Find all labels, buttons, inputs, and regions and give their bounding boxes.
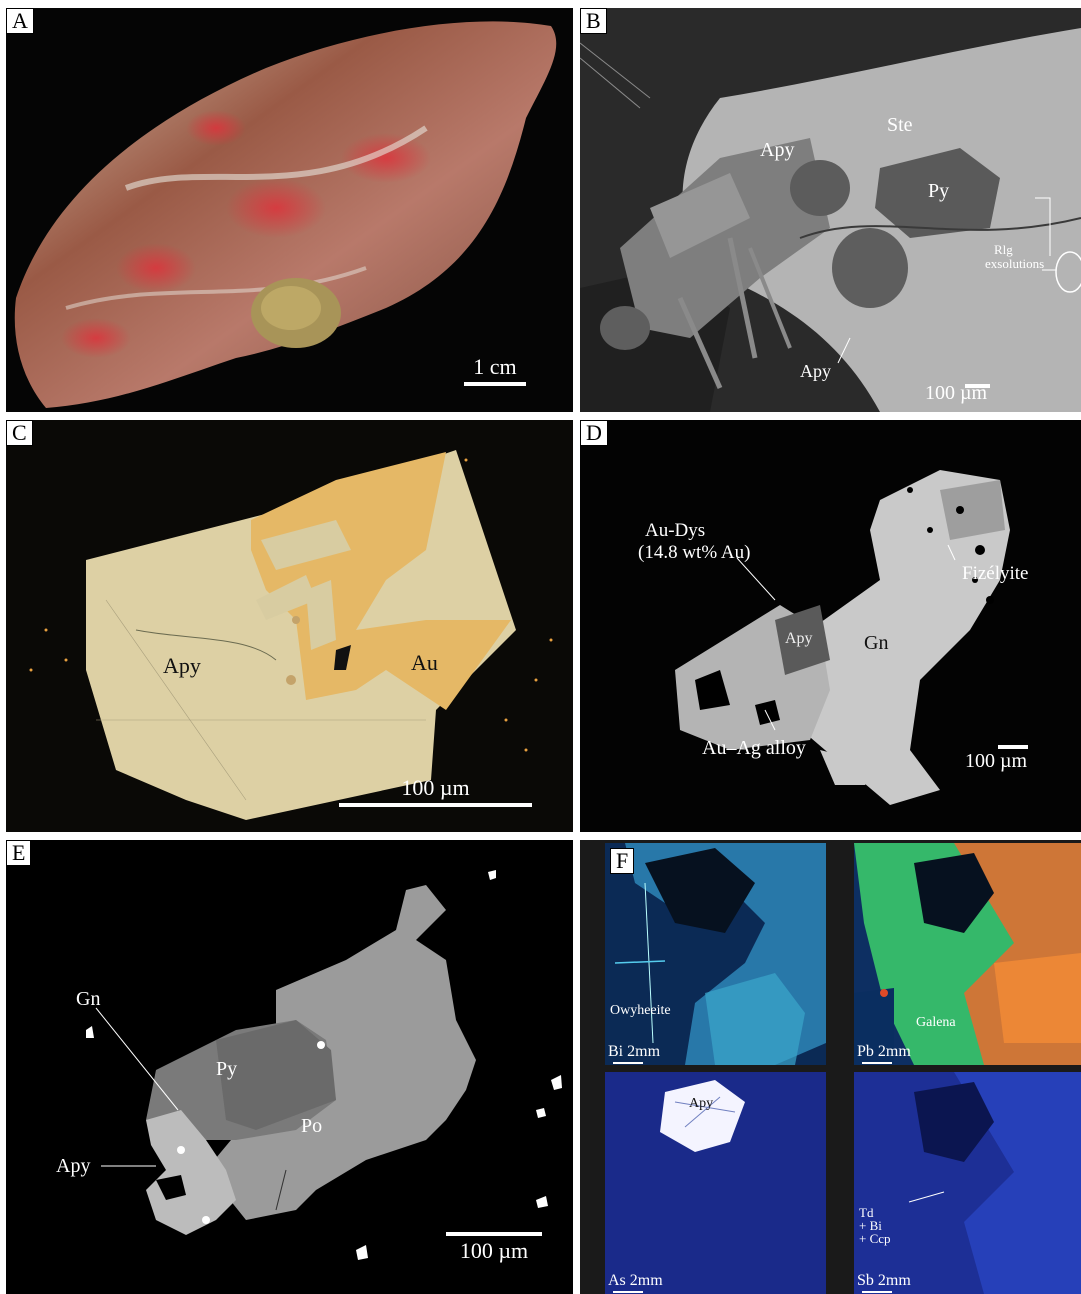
sb-map-label: Sb 2mm xyxy=(857,1272,911,1289)
element-map-sb: Td + Bi + Ccp Sb 2mm xyxy=(854,1072,1081,1294)
element-map-pb: Galena Pb 2mm xyxy=(854,843,1081,1065)
pb-scale-line xyxy=(862,1062,892,1064)
scale-bar-c: 100 µm xyxy=(339,775,532,807)
bse-image-e xyxy=(86,870,562,1260)
panel-label-e: E xyxy=(6,840,32,866)
scale-bar-a: 1 cm xyxy=(464,354,526,386)
scale-bar-e: 100 µm xyxy=(446,1232,542,1264)
panel-label-a: A xyxy=(6,8,34,34)
au-ag-alloy-label: Au–Ag alloy xyxy=(702,737,806,759)
as-scale-line xyxy=(613,1291,643,1293)
scale-label-e: 100 µm xyxy=(459,1238,529,1263)
element-map-bi: Owyheeite Bi 2mm xyxy=(605,843,826,1065)
panel-e: E Gn Py Po Apy 100 µm xyxy=(6,840,573,1294)
panel-label-d: D xyxy=(580,420,608,446)
mineral-label-apy-bottom: Apy xyxy=(800,361,831,381)
mineral-label-po-e: Po xyxy=(301,1115,323,1137)
ccp-plus-label: + Ccp xyxy=(859,1231,891,1246)
apy-label-d: Apy xyxy=(785,630,813,647)
gn-label-d: Gn xyxy=(864,632,889,654)
sb-scale-line xyxy=(862,1291,892,1293)
panel-f: F Owyheeite Bi 2mm Galena Pb 2mm xyxy=(580,840,1081,1294)
scale-label-c: 100 µm xyxy=(401,775,470,800)
bi-scale-line xyxy=(613,1062,643,1064)
scale-line-a xyxy=(464,382,526,386)
bse-image-b xyxy=(580,28,1081,412)
galena-label: Galena xyxy=(916,1015,956,1030)
mineral-label-apy-e: Apy xyxy=(56,1155,91,1177)
as-map-image xyxy=(605,1072,826,1294)
exsolutions-label: exsolutions xyxy=(985,256,1045,271)
panel-label-b: B xyxy=(580,8,607,34)
scale-label-b: 100 µm xyxy=(925,382,988,404)
bse-image-d xyxy=(675,470,1028,805)
bi-map-label: Bi 2mm xyxy=(608,1043,661,1060)
bi-plus-label: + Bi xyxy=(859,1218,882,1233)
panel-c: C Apy Au 100 µm xyxy=(6,420,573,832)
au-dys-label: Au-Dys xyxy=(645,520,706,541)
element-map-as: Apy As 2mm xyxy=(605,1072,826,1294)
mineral-label-gn-e: Gn xyxy=(76,988,101,1010)
td-label: Td xyxy=(859,1205,874,1220)
hand-specimen-photo xyxy=(14,21,557,408)
panel-a: A 1 cm xyxy=(6,8,573,412)
panel-d: D Au-Dys (14.8 wt% Au) Fizélyite Apy Gn … xyxy=(580,420,1081,832)
fizelyite-label: Fizélyite xyxy=(962,563,1029,584)
au-dys-composition: (14.8 wt% Au) xyxy=(638,542,751,563)
mineral-label-apy-top: Apy xyxy=(760,139,795,161)
mineral-label-py-e: Py xyxy=(216,1058,238,1080)
apy-map-label: Apy xyxy=(689,1096,714,1111)
pb-map-image xyxy=(854,843,1081,1065)
panel-label-f: F xyxy=(610,848,635,874)
panel-b: B Ste Apy Py Apy Rlg exsolutions 100 µm xyxy=(580,8,1081,412)
scale-line-c xyxy=(339,803,532,807)
scale-label-a: 1 cm xyxy=(473,354,517,379)
as-map-label: As 2mm xyxy=(608,1272,663,1289)
mineral-label-py: Py xyxy=(928,180,950,202)
mineral-label-ste: Ste xyxy=(887,114,913,136)
owyheeite-label: Owyheeite xyxy=(610,1003,671,1018)
rlg-label: Rlg xyxy=(994,242,1013,257)
reflected-light-image-c xyxy=(29,450,553,820)
panel-label-c: C xyxy=(6,420,33,446)
bi-map-image xyxy=(605,843,826,1065)
mineral-label-au-c: Au xyxy=(411,650,438,675)
scale-line-e xyxy=(446,1232,542,1236)
sb-map-image xyxy=(854,1072,1081,1294)
pb-map-label: Pb 2mm xyxy=(857,1043,911,1060)
scale-label-d: 100 µm xyxy=(965,750,1028,772)
mineral-label-apy-c: Apy xyxy=(163,653,201,678)
